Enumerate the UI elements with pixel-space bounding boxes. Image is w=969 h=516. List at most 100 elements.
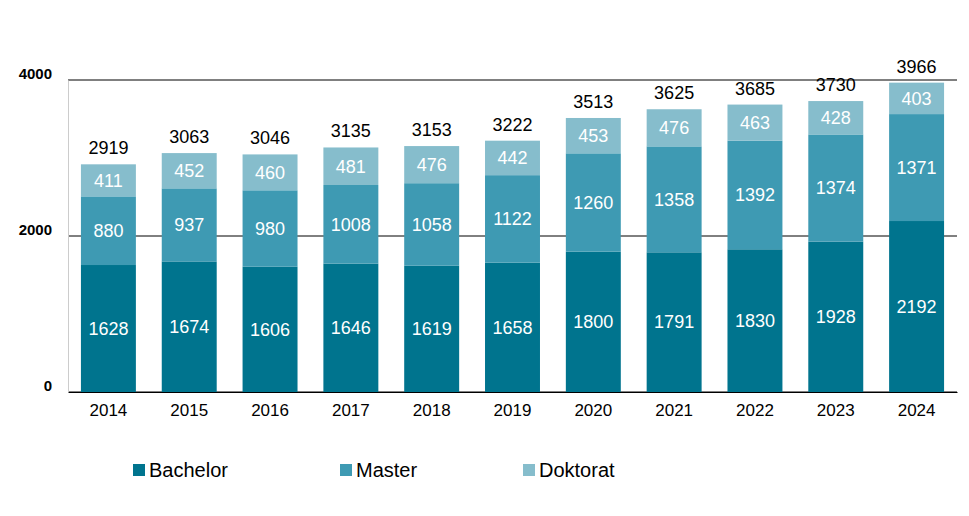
data-label: 1619 <box>412 319 452 339</box>
bar <box>485 263 540 392</box>
bar <box>404 266 459 392</box>
bars <box>81 83 944 392</box>
bar <box>162 153 217 188</box>
data-label: 463 <box>740 113 770 133</box>
data-label: 1830 <box>735 311 775 331</box>
total-label: 3625 <box>654 83 694 103</box>
bar <box>323 185 378 264</box>
x-tick-label: 2022 <box>736 401 774 420</box>
x-tick-label: 2019 <box>494 401 532 420</box>
legend-label: Bachelor <box>149 459 228 481</box>
bar <box>485 141 540 175</box>
data-label: 428 <box>821 108 851 128</box>
x-tick-label: 2020 <box>574 401 612 420</box>
bar <box>162 188 217 261</box>
totals: 2919306330463135315332223513362536853730… <box>88 57 936 159</box>
legend-label: Doktorat <box>539 459 615 481</box>
total-label: 3730 <box>816 75 856 95</box>
legend-item: Bachelor <box>133 459 228 481</box>
bar <box>81 164 136 196</box>
data-label: 1122 <box>493 209 532 229</box>
data-label: 476 <box>659 118 689 138</box>
data-label: 980 <box>255 219 285 239</box>
bar <box>808 101 863 134</box>
y-tick-label: 2000 <box>19 221 52 238</box>
y-axis-line <box>68 81 69 393</box>
x-tick-label: 2023 <box>817 401 855 420</box>
bar <box>243 190 298 266</box>
bar <box>647 146 702 252</box>
legend: Bachelor Master Doktorat <box>133 459 615 481</box>
data-label: 1658 <box>492 318 532 338</box>
y-tick-label: 0 <box>44 377 52 394</box>
data-label: 1058 <box>412 215 452 235</box>
bar <box>566 252 621 392</box>
data-label: 1674 <box>169 317 209 337</box>
data-label: 403 <box>902 89 932 109</box>
x-tick: 2022 <box>736 392 774 420</box>
total-label: 3966 <box>897 57 937 77</box>
bar <box>243 267 298 392</box>
x-tick-label: 2016 <box>251 401 289 420</box>
bar <box>566 118 621 153</box>
legend-swatch <box>523 464 535 476</box>
data-label: 476 <box>417 155 447 175</box>
data-label: 1928 <box>816 307 856 327</box>
bar <box>808 134 863 241</box>
data-label: 1800 <box>573 312 613 332</box>
y-tick: 0 <box>44 377 68 394</box>
bar <box>727 249 782 392</box>
total-label: 3135 <box>331 121 371 141</box>
x-axis-line <box>69 392 958 393</box>
grid <box>68 80 957 392</box>
y-tick: 2000 <box>19 221 68 238</box>
x-tick: 2018 <box>413 392 451 420</box>
legend-item: Doktorat <box>523 459 615 481</box>
x-tick: 2020 <box>574 392 612 420</box>
bar <box>162 261 217 392</box>
total-label: 3513 <box>573 92 613 112</box>
data-label: 937 <box>174 215 204 235</box>
data-labels: 1628167416061646161916581800179118301928… <box>88 89 936 340</box>
x-tick-label: 2024 <box>898 401 936 420</box>
total-label: 2919 <box>88 138 128 158</box>
bar <box>889 221 944 392</box>
data-label: 453 <box>578 126 608 146</box>
x-tick-label: 2018 <box>413 401 451 420</box>
data-label: 2192 <box>897 297 937 317</box>
legend-label: Master <box>356 459 417 481</box>
x-tick-label: 2021 <box>655 401 693 420</box>
legend-item: Master <box>340 459 417 481</box>
data-label: 1392 <box>735 185 775 205</box>
bar <box>404 146 459 183</box>
bar <box>647 109 702 146</box>
x-tick-label: 2017 <box>332 401 370 420</box>
total-label: 3063 <box>169 127 209 147</box>
bar <box>566 153 621 251</box>
data-label: 1008 <box>331 215 371 235</box>
bar <box>808 242 863 392</box>
total-label: 3046 <box>250 128 290 148</box>
data-label: 1791 <box>654 312 694 332</box>
data-label: 1374 <box>816 178 856 198</box>
x-tick: 2014 <box>89 392 127 420</box>
bar <box>647 252 702 392</box>
data-label: 452 <box>174 161 204 181</box>
total-label: 3222 <box>492 115 532 135</box>
data-label: 411 <box>94 171 123 191</box>
bar <box>485 175 540 263</box>
bar <box>889 114 944 221</box>
data-label: 1646 <box>331 318 371 338</box>
y-tick: 4000 <box>19 65 68 82</box>
x-tick-label: 2014 <box>89 401 127 420</box>
y-tick-label: 4000 <box>19 65 52 82</box>
x-tick: 2015 <box>170 392 208 420</box>
bar <box>323 264 378 392</box>
x-tick: 2017 <box>332 392 370 420</box>
data-label: 1260 <box>573 193 613 213</box>
x-tick-label: 2015 <box>170 401 208 420</box>
bar <box>727 141 782 250</box>
data-label: 1606 <box>250 320 290 340</box>
total-label: 3685 <box>735 79 775 99</box>
legend-swatch <box>340 464 352 476</box>
